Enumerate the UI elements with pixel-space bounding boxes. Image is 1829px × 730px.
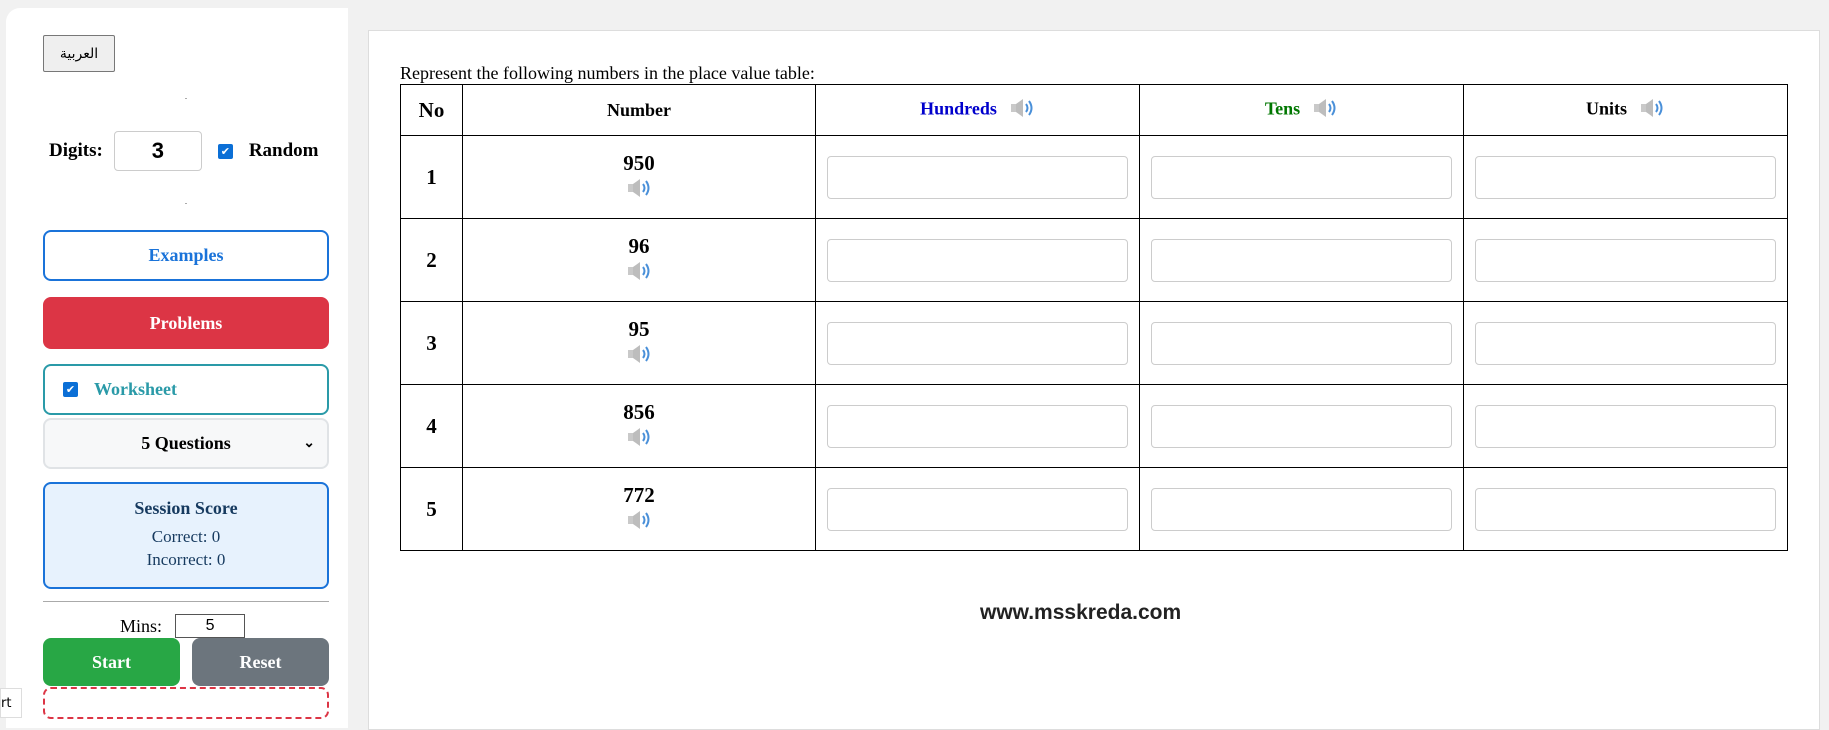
digits-label: Digits: bbox=[49, 140, 103, 161]
hundreds-label: Hundreds bbox=[920, 98, 997, 119]
mins-input[interactable] bbox=[175, 614, 246, 638]
hundreds-cell bbox=[815, 384, 1140, 468]
header-number: Number bbox=[462, 84, 816, 136]
random-label: Random bbox=[248, 140, 319, 161]
hundreds-cell bbox=[815, 135, 1140, 219]
divider bbox=[43, 601, 329, 602]
row-number: 772 bbox=[462, 467, 816, 551]
tens-input[interactable] bbox=[1151, 155, 1452, 199]
session-score-panel: Session Score Correct: 0 Incorrect: 0 bbox=[43, 482, 329, 589]
tens-cell bbox=[1139, 384, 1464, 468]
divider-dot bbox=[185, 203, 187, 204]
instruction-text: Represent the following numbers in the p… bbox=[400, 63, 815, 83]
units-input[interactable] bbox=[1475, 404, 1776, 448]
digits-row: Digits: ✔ Random bbox=[49, 131, 319, 171]
row-number: 95 bbox=[462, 301, 816, 385]
tens-cell bbox=[1139, 467, 1464, 551]
tens-cell bbox=[1139, 135, 1464, 219]
header-units: Units bbox=[1463, 84, 1788, 136]
mins-row: Mins: bbox=[120, 614, 246, 638]
digits-input[interactable] bbox=[113, 131, 202, 171]
divider-dot bbox=[185, 98, 187, 99]
number-value: 95 bbox=[628, 316, 650, 341]
units-cell bbox=[1463, 301, 1788, 385]
tens-input[interactable] bbox=[1151, 404, 1452, 448]
hundreds-input[interactable] bbox=[827, 238, 1128, 282]
speaker-icon[interactable] bbox=[463, 261, 815, 287]
number-value: 856 bbox=[623, 399, 655, 424]
worksheet-label: Worksheet bbox=[94, 379, 177, 399]
number-value: 950 bbox=[623, 150, 655, 175]
hundreds-input[interactable] bbox=[827, 487, 1128, 531]
units-cell bbox=[1463, 135, 1788, 219]
tens-cell bbox=[1139, 301, 1464, 385]
tens-input[interactable] bbox=[1151, 321, 1452, 365]
table-row: 2 96 bbox=[400, 218, 1788, 302]
mins-label: Mins: bbox=[120, 615, 163, 636]
hundreds-cell bbox=[815, 301, 1140, 385]
table-row: 5 772 bbox=[400, 467, 1788, 551]
table-row: 1 950 bbox=[400, 135, 1788, 219]
hundreds-cell bbox=[815, 218, 1140, 302]
worksheet-checkbox[interactable]: ✔ bbox=[63, 382, 78, 397]
chevron-down-icon: ⌄ bbox=[303, 436, 315, 451]
score-title: Session Score bbox=[134, 498, 238, 518]
row-number: 856 bbox=[462, 384, 816, 468]
hundreds-input[interactable] bbox=[827, 321, 1128, 365]
tens-label: Tens bbox=[1264, 98, 1301, 119]
timer-display bbox=[43, 687, 329, 719]
units-input[interactable] bbox=[1475, 321, 1776, 365]
header-tens: Tens bbox=[1139, 84, 1464, 136]
hundreds-cell bbox=[815, 467, 1140, 551]
speaker-icon[interactable] bbox=[463, 510, 815, 536]
language-toggle-button[interactable]: العربية bbox=[43, 35, 115, 72]
tens-cell bbox=[1139, 218, 1464, 302]
header-no: No bbox=[400, 84, 463, 136]
row-no: 5 bbox=[400, 467, 463, 551]
problems-button[interactable]: Problems bbox=[43, 297, 329, 349]
hundreds-input[interactable] bbox=[827, 155, 1128, 199]
table-row: 4 856 bbox=[400, 384, 1788, 468]
units-cell bbox=[1463, 384, 1788, 468]
site-footer: www.msskreda.com bbox=[980, 601, 1182, 624]
speaker-icon[interactable] bbox=[1312, 98, 1338, 123]
units-cell bbox=[1463, 467, 1788, 551]
place-value-table: No Number Hundreds Tens Units 1 950 2 96… bbox=[400, 84, 1788, 551]
tens-input[interactable] bbox=[1151, 238, 1452, 282]
score-correct: Correct: 0 bbox=[151, 527, 221, 546]
examples-button[interactable]: Examples bbox=[43, 230, 329, 281]
score-incorrect: Incorrect: 0 bbox=[146, 550, 226, 569]
row-no: 2 bbox=[400, 218, 463, 302]
units-input[interactable] bbox=[1475, 238, 1776, 282]
speaker-icon[interactable] bbox=[463, 427, 815, 453]
questions-select[interactable]: 5 Questions ⌄ bbox=[43, 418, 329, 469]
row-no: 3 bbox=[400, 301, 463, 385]
units-cell bbox=[1463, 218, 1788, 302]
reset-button[interactable]: Reset bbox=[192, 638, 329, 686]
table-row: 3 95 bbox=[400, 301, 1788, 385]
row-number: 950 bbox=[462, 135, 816, 219]
units-input[interactable] bbox=[1475, 487, 1776, 531]
tooltip-fragment: rt bbox=[0, 688, 22, 718]
speaker-icon[interactable] bbox=[1009, 98, 1035, 123]
speaker-icon[interactable] bbox=[1639, 98, 1665, 123]
worksheet-toggle[interactable]: ✔ Worksheet bbox=[43, 364, 329, 415]
units-input[interactable] bbox=[1475, 155, 1776, 199]
header-hundreds: Hundreds bbox=[815, 84, 1140, 136]
random-checkbox[interactable]: ✔ bbox=[217, 143, 233, 159]
speaker-icon[interactable] bbox=[463, 178, 815, 204]
start-button[interactable]: Start bbox=[43, 638, 180, 686]
speaker-icon[interactable] bbox=[463, 344, 815, 370]
row-number: 96 bbox=[462, 218, 816, 302]
tens-input[interactable] bbox=[1151, 487, 1452, 531]
row-no: 4 bbox=[400, 384, 463, 468]
questions-select-value: 5 Questions bbox=[141, 433, 231, 453]
hundreds-input[interactable] bbox=[827, 404, 1128, 448]
number-value: 772 bbox=[623, 482, 655, 507]
number-value: 96 bbox=[628, 233, 650, 258]
row-no: 1 bbox=[400, 135, 463, 219]
units-label: Units bbox=[1585, 98, 1627, 119]
